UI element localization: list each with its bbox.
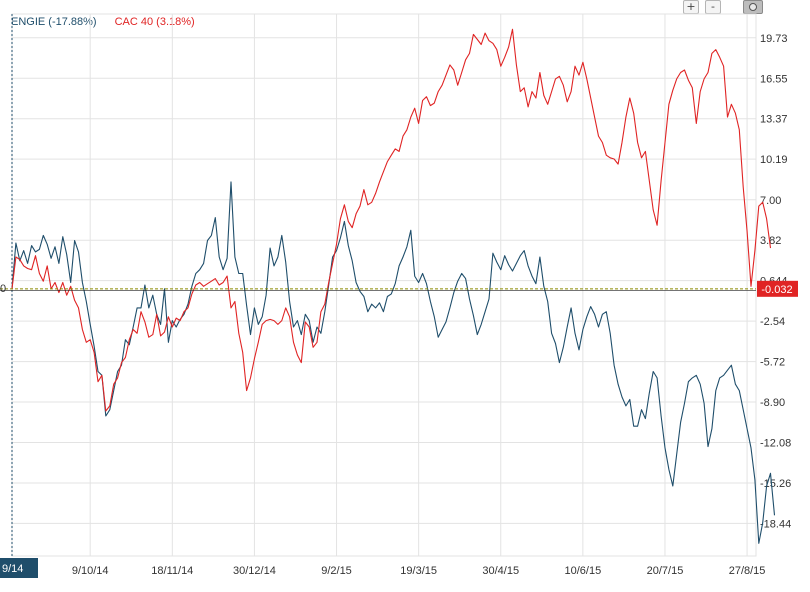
y-tick-label: -8.90: [760, 397, 785, 409]
y-tick-label: -18.44: [760, 518, 791, 530]
x-tick-label: 30/12/14: [233, 565, 276, 577]
y-tick-label: -5.72: [760, 357, 785, 369]
x-tick-label: 9/2/15: [321, 565, 352, 577]
legend-engie[interactable]: ENGIE (-17.88%): [11, 16, 97, 28]
current-value-label: -0.032: [761, 284, 792, 296]
y-tick-label: 16.55: [760, 73, 788, 85]
legend-cac40[interactable]: CAC 40 (3.18%): [114, 16, 195, 28]
zoom-in-button[interactable]: +: [683, 0, 699, 14]
engie-series-line[interactable]: [11, 181, 776, 544]
start-date-badge: [0, 558, 38, 578]
cac40-series-line[interactable]: [11, 28, 772, 412]
x-tick-label: 10/6/15: [565, 565, 602, 577]
y-tick-label: 19.73: [760, 33, 788, 45]
y-tick-label: 3.82: [760, 235, 781, 247]
current-value-badge: [757, 280, 798, 297]
y-tick-label: 13.37: [760, 114, 788, 126]
y-tick-label: 7.00: [760, 195, 781, 207]
x-tick-label: 19/3/15: [400, 565, 437, 577]
y-tick-label: -2.54: [760, 316, 785, 328]
x-tick-label: 30/4/15: [482, 565, 519, 577]
x-tick-label: 9/10/14: [72, 565, 109, 577]
baseline-left-label: 0: [0, 283, 6, 295]
start-date-label: 9/14: [2, 563, 23, 575]
x-tick-label: 27/8/15: [729, 565, 766, 577]
y-tick-label: 10.19: [760, 154, 788, 166]
y-tick-label: -12.08: [760, 438, 791, 450]
x-tick-label: 18/11/14: [151, 565, 193, 577]
x-tick-label: 20/7/15: [647, 565, 684, 577]
chart-legend: ENGIE (-17.88%) CAC 40 (3.18%): [11, 16, 195, 28]
plot-frame: [11, 13, 757, 557]
y-tick-label: -15.26: [760, 478, 791, 490]
